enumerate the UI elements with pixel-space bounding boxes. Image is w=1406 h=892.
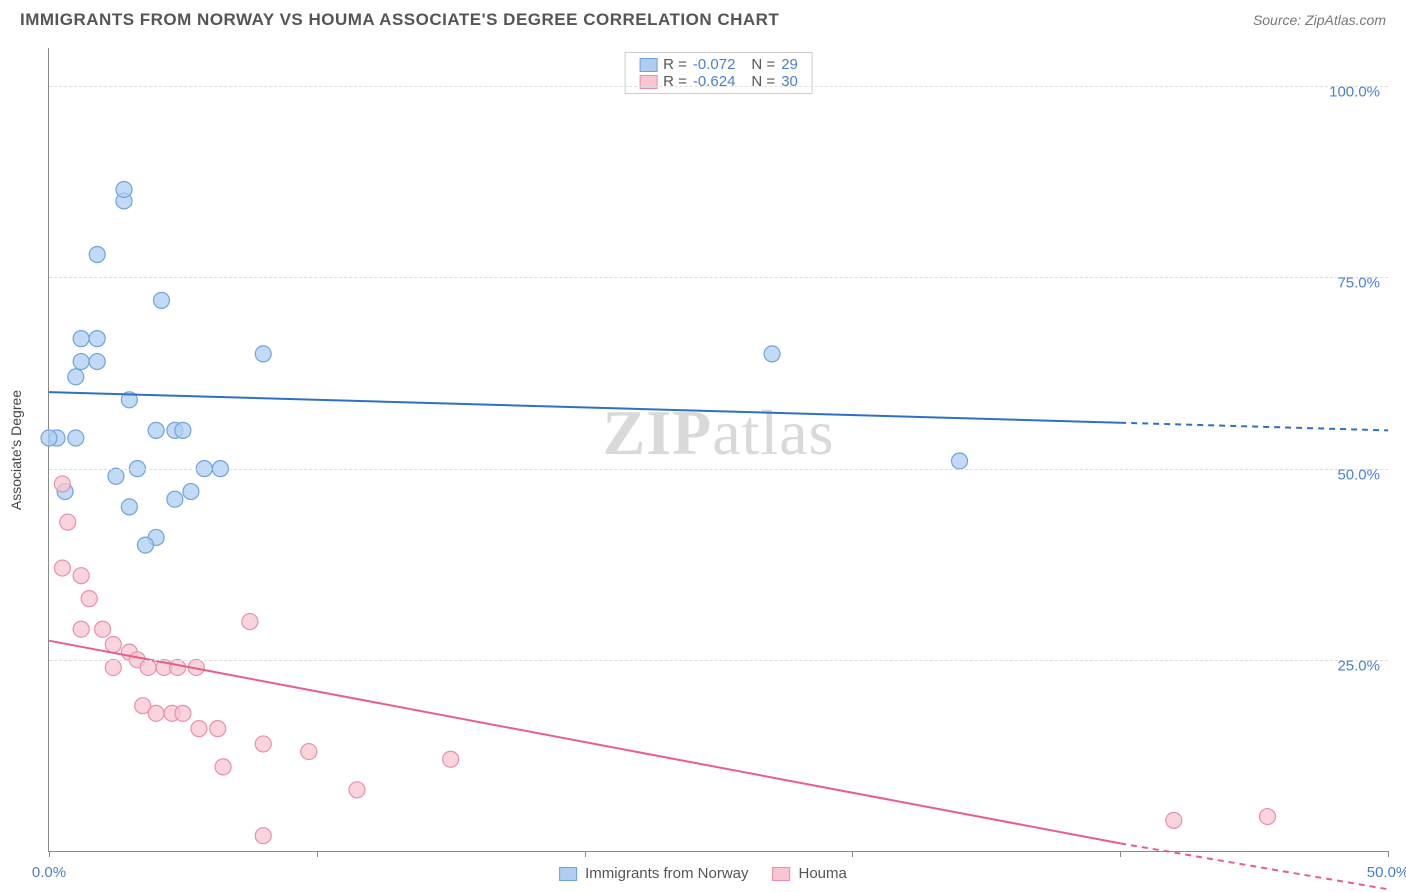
gridline [49, 660, 1388, 661]
data-point [170, 659, 186, 675]
data-point [210, 721, 226, 737]
data-point [148, 705, 164, 721]
legend-swatch-0 [639, 58, 657, 72]
data-point [105, 659, 121, 675]
legend-n-1: 30 [781, 73, 798, 90]
data-point [175, 422, 191, 438]
data-point [215, 759, 231, 775]
data-point [167, 491, 183, 507]
xtick-mark [317, 851, 318, 857]
series-label-0: Immigrants from Norway [585, 865, 748, 882]
legend-r-1: -0.624 [693, 73, 736, 90]
data-point [116, 181, 132, 197]
regression-line [49, 392, 1120, 423]
data-point [108, 468, 124, 484]
series-swatch-0 [559, 867, 577, 881]
data-point [89, 331, 105, 347]
data-point [73, 621, 89, 637]
legend-r-label: R = [663, 73, 687, 90]
plot-area: ZIPatlas R = -0.072 N = 29 R = -0.624 N … [48, 48, 1388, 852]
source-prefix: Source: [1253, 12, 1305, 28]
series-legend-item-1: Houma [773, 865, 847, 882]
xtick-mark [1120, 851, 1121, 857]
regression-extrapolation [1120, 843, 1388, 889]
data-point [191, 721, 207, 737]
data-point [183, 484, 199, 500]
ytick-label: 50.0% [1337, 454, 1380, 483]
xtick-mark [585, 851, 586, 857]
gridline [49, 469, 1388, 470]
data-point [105, 637, 121, 653]
data-point [140, 659, 156, 675]
xtick-mark [852, 851, 853, 857]
data-point [255, 828, 271, 844]
data-point [68, 369, 84, 385]
series-legend: Immigrants from Norway Houma [559, 865, 847, 882]
data-point [60, 514, 76, 530]
data-point [89, 354, 105, 370]
data-point [153, 292, 169, 308]
data-point [54, 476, 70, 492]
data-point [73, 568, 89, 584]
series-swatch-1 [773, 867, 791, 881]
data-point [1166, 812, 1182, 828]
legend-n-0: 29 [781, 56, 798, 73]
legend-n-label: N = [751, 73, 775, 90]
source-attribution: Source: ZipAtlas.com [1253, 12, 1386, 28]
xtick-label: 0.0% [32, 864, 66, 881]
legend-n-label: N = [751, 56, 775, 73]
ytick-label: 100.0% [1329, 72, 1380, 101]
data-point [95, 621, 111, 637]
series-legend-item-0: Immigrants from Norway [559, 865, 748, 882]
data-point [301, 744, 317, 760]
data-point [349, 782, 365, 798]
data-point [41, 430, 57, 446]
xtick-mark [1388, 851, 1389, 857]
chart-container: Associate's Degree ZIPatlas R = -0.072 N… [48, 48, 1388, 852]
data-point [443, 751, 459, 767]
legend-r-0: -0.072 [693, 56, 736, 73]
data-point [137, 537, 153, 553]
correlation-legend: R = -0.072 N = 29 R = -0.624 N = 30 [624, 52, 813, 94]
gridline [49, 277, 1388, 278]
data-point [54, 560, 70, 576]
data-point [764, 346, 780, 362]
legend-r-label: R = [663, 56, 687, 73]
legend-row-0: R = -0.072 N = 29 [639, 56, 798, 73]
data-point [89, 246, 105, 262]
chart-title: IMMIGRANTS FROM NORWAY VS HOUMA ASSOCIAT… [20, 10, 779, 30]
source-name: ZipAtlas.com [1305, 12, 1386, 28]
ytick-label: 75.0% [1337, 263, 1380, 292]
data-point [81, 591, 97, 607]
xtick-mark [49, 851, 50, 857]
regression-extrapolation [1120, 423, 1388, 431]
plot-svg [49, 48, 1388, 851]
data-point [1259, 809, 1275, 825]
regression-line [49, 641, 1120, 844]
data-point [148, 422, 164, 438]
gridline [49, 86, 1388, 87]
data-point [242, 614, 258, 630]
chart-header: IMMIGRANTS FROM NORWAY VS HOUMA ASSOCIAT… [0, 0, 1406, 38]
legend-row-1: R = -0.624 N = 30 [639, 73, 798, 90]
ytick-label: 25.0% [1337, 645, 1380, 674]
y-axis-label: Associate's Degree [8, 390, 24, 510]
data-point [121, 499, 137, 515]
data-point [952, 453, 968, 469]
data-point [68, 430, 84, 446]
data-point [175, 705, 191, 721]
series-label-1: Houma [799, 865, 847, 882]
data-point [73, 354, 89, 370]
xtick-label: 50.0% [1367, 864, 1406, 881]
data-point [255, 736, 271, 752]
data-point [255, 346, 271, 362]
data-point [73, 331, 89, 347]
